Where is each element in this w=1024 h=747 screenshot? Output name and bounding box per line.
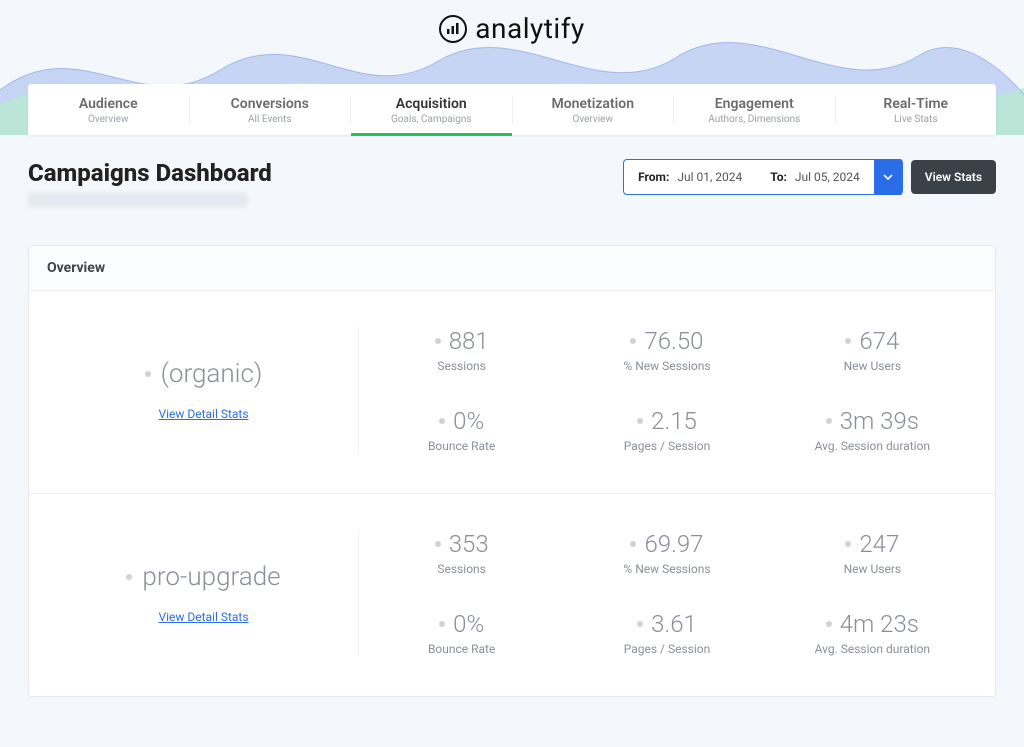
tab-title: Real-Time (842, 96, 991, 112)
brand-name: analytify (475, 12, 584, 45)
page-title: Campaigns Dashboard (28, 159, 272, 187)
tab-title: Engagement (680, 96, 829, 112)
tab-subtitle: Authors, Dimensions (680, 114, 829, 125)
from-label: From: (638, 170, 669, 184)
tab-subtitle: All Events (196, 114, 345, 125)
tab-engagement[interactable]: Engagement Authors, Dimensions (674, 84, 835, 135)
logo-mark-icon (439, 15, 467, 43)
tab-subtitle: Live Stats (842, 114, 991, 125)
tab-monetization[interactable]: Monetization Overview (513, 84, 674, 135)
stat-avg-duration: 4m 23s Avg. Session duration (770, 610, 975, 656)
bullet-icon (145, 371, 151, 377)
stat-sessions: 881 Sessions (359, 327, 564, 373)
tab-conversions[interactable]: Conversions All Events (190, 84, 351, 135)
tab-audience[interactable]: Audience Overview (28, 84, 189, 135)
tab-title: Monetization (519, 96, 668, 112)
brand-logo: analytify (439, 12, 584, 45)
tab-subtitle: Overview (519, 114, 668, 125)
stat-new-users: 674 New Users (770, 327, 975, 373)
stat-avg-duration: 3m 39s Avg. Session duration (770, 407, 975, 453)
tab-realtime[interactable]: Real-Time Live Stats (836, 84, 997, 135)
stat-bounce-rate: 0% Bounce Rate (359, 610, 564, 656)
from-value: Jul 01, 2024 (677, 170, 742, 184)
main-nav-tabs: Audience Overview Conversions All Events… (28, 84, 996, 135)
stat-bounce-rate: 0% Bounce Rate (359, 407, 564, 453)
stat-sessions: 353 Sessions (359, 530, 564, 576)
tab-subtitle: Overview (34, 114, 183, 125)
tab-title: Acquisition (357, 96, 506, 112)
overview-heading: Overview (29, 246, 995, 291)
campaign-name: pro-upgrade (126, 562, 280, 592)
campaign-name: (organic) (145, 359, 263, 389)
view-stats-button[interactable]: View Stats (911, 160, 996, 194)
tab-title: Audience (34, 96, 183, 112)
stat-pages-session: 2.15 Pages / Session (564, 407, 769, 453)
view-detail-link[interactable]: View Detail Stats (158, 610, 248, 624)
tab-acquisition[interactable]: Acquisition Goals, Campaigns (351, 84, 512, 135)
campaign-row: (organic) View Detail Stats 881 Sessions… (29, 291, 995, 494)
tab-title: Conversions (196, 96, 345, 112)
bullet-icon (126, 574, 132, 580)
stat-new-users: 247 New Users (770, 530, 975, 576)
date-range-picker[interactable]: From: Jul 01, 2024 To: Jul 05, 2024 (623, 159, 903, 195)
tab-subtitle: Goals, Campaigns (357, 114, 506, 125)
campaign-row: pro-upgrade View Detail Stats 353 Sessio… (29, 494, 995, 696)
view-detail-link[interactable]: View Detail Stats (158, 407, 248, 421)
stat-new-sessions: 76.50 % New Sessions (564, 327, 769, 373)
stat-new-sessions: 69.97 % New Sessions (564, 530, 769, 576)
to-value: Jul 05, 2024 (795, 170, 860, 184)
subtitle-placeholder (28, 193, 248, 207)
chevron-down-icon[interactable] (874, 159, 902, 195)
stat-pages-session: 3.61 Pages / Session (564, 610, 769, 656)
to-label: To: (770, 170, 787, 184)
overview-card: Overview (organic) View Detail Stats 881… (28, 245, 996, 697)
